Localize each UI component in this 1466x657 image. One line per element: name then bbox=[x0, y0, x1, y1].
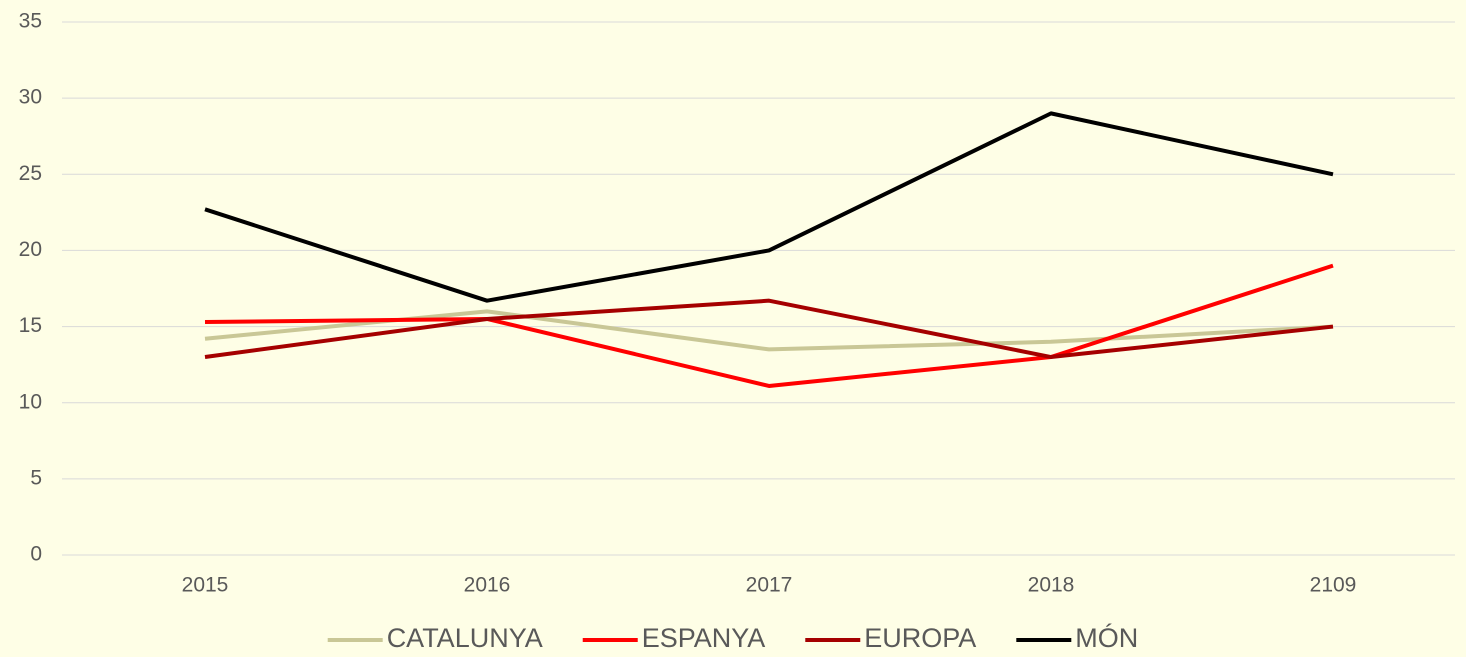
y-tick-label: 20 bbox=[19, 238, 42, 261]
x-tick-label: 2015 bbox=[182, 574, 229, 597]
series-line bbox=[204, 111, 1334, 303]
y-tick-label: 30 bbox=[19, 86, 42, 109]
x-tick-label: 2018 bbox=[1028, 574, 1075, 597]
legend-label: EUROPA bbox=[864, 623, 976, 653]
series-line bbox=[204, 298, 1334, 360]
x-tick-label: 2016 bbox=[464, 574, 511, 597]
y-tick-label: 10 bbox=[19, 390, 42, 413]
x-tick-label: 2109 bbox=[1310, 574, 1357, 597]
legend-label: CATALUNYA bbox=[387, 623, 543, 653]
series-line bbox=[204, 263, 1334, 388]
legend-label: MÓN bbox=[1075, 622, 1138, 653]
y-tick-label: 15 bbox=[19, 314, 42, 337]
legend-label: ESPANYA bbox=[642, 623, 766, 653]
x-tick-label: 2017 bbox=[746, 574, 793, 597]
y-tick-label: 5 bbox=[30, 466, 42, 489]
y-tick-label: 35 bbox=[19, 10, 42, 33]
y-tick-label: 25 bbox=[19, 162, 42, 185]
y-tick-label: 0 bbox=[30, 543, 42, 566]
